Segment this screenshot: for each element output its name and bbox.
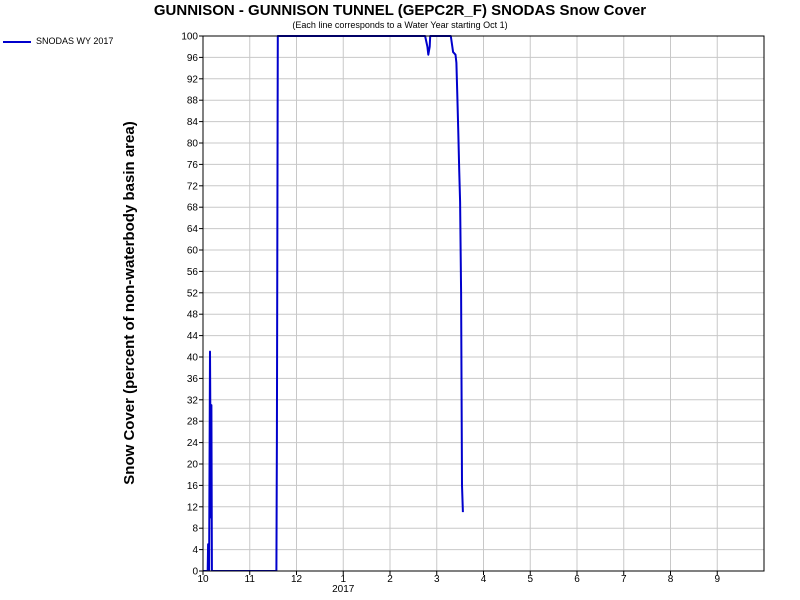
- x-tick-label: 1: [340, 574, 346, 585]
- y-tick-label: 92: [187, 74, 199, 85]
- x-tick-label: 5: [527, 574, 533, 585]
- y-tick-label: 20: [187, 460, 199, 471]
- y-tick-label: 52: [187, 288, 199, 299]
- y-tick-label: 80: [187, 139, 199, 150]
- x-year-label: 2017: [332, 584, 355, 595]
- y-tick-label: 56: [187, 267, 199, 278]
- x-tick-label: 3: [434, 574, 440, 585]
- legend-label: SNODAS WY 2017: [36, 36, 114, 46]
- x-tick-label: 9: [714, 574, 720, 585]
- x-tick-label: 7: [621, 574, 627, 585]
- y-tick-label: 68: [187, 203, 199, 214]
- y-tick-label: 44: [187, 331, 199, 342]
- x-tick-label: 10: [197, 574, 209, 585]
- x-tick-label: 6: [574, 574, 580, 585]
- y-tick-label: 36: [187, 374, 199, 385]
- y-tick-label: 16: [187, 481, 199, 492]
- chart-subtitle: (Each line corresponds to a Water Year s…: [292, 20, 508, 30]
- y-tick-label: 100: [181, 32, 198, 43]
- y-tick-label: 28: [187, 417, 199, 428]
- y-tick-label: 84: [187, 117, 199, 128]
- chart-title: GUNNISON - GUNNISON TUNNEL (GEPC2R_F) SN…: [153, 2, 647, 19]
- y-tick-label: 76: [187, 160, 199, 171]
- y-tick-label: 0: [192, 567, 198, 578]
- y-tick-label: 40: [187, 353, 199, 364]
- x-tick-label: 2: [387, 574, 393, 585]
- y-tick-label: 4: [192, 545, 198, 556]
- y-axis-ticks: 0481216202428323640444852566064687276808…: [181, 32, 203, 578]
- x-tick-label: 11: [245, 574, 256, 585]
- y-tick-label: 72: [187, 181, 199, 192]
- y-tick-label: 88: [187, 96, 199, 107]
- y-tick-label: 12: [187, 502, 199, 513]
- grid-lines: [203, 36, 764, 571]
- y-tick-label: 60: [187, 246, 199, 257]
- x-tick-label: 12: [291, 574, 303, 585]
- y-tick-label: 32: [187, 395, 199, 406]
- x-tick-label: 4: [481, 574, 487, 585]
- y-tick-label: 8: [192, 524, 198, 535]
- y-tick-label: 96: [187, 53, 199, 64]
- y-tick-label: 48: [187, 310, 199, 321]
- y-tick-label: 64: [187, 224, 199, 235]
- x-tick-label: 8: [668, 574, 674, 585]
- legend-swatch: [3, 41, 31, 43]
- y-tick-label: 24: [187, 438, 199, 449]
